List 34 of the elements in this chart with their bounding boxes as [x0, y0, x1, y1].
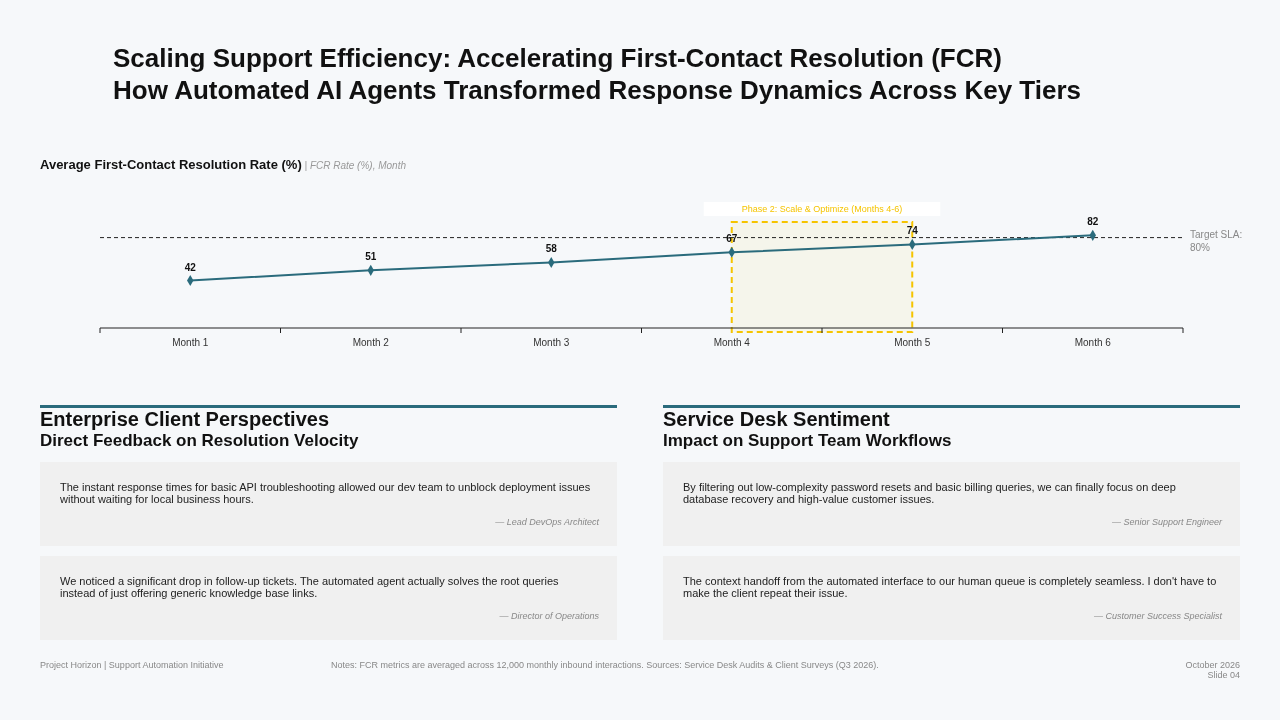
- chart-subtitle: How Automated AI Agents Transformed Response Dynamics Across Key Tiers: [113, 75, 1082, 106]
- x-tick-label: Month 6: [1074, 337, 1112, 348]
- data-label: 58: [545, 243, 558, 255]
- text: | FCR Rate (%), Month: [303, 160, 407, 171]
- text: Slide 04: [1207, 670, 1240, 680]
- text: — Lead DevOps Architect: [495, 517, 599, 527]
- text: — Director of Operations: [499, 611, 599, 621]
- text: Enterprise Client Perspectives: [40, 408, 330, 431]
- text: Notes: FCR metrics are averaged across 12,000 monthly inbound interactions. Sources: Service Desk Audits & Client Surveys (Q3 2026).: [331, 660, 879, 670]
- data-label: 51: [365, 251, 377, 263]
- text: Average First-Contact Resolution Rate (%): [40, 157, 302, 172]
- x-tick-label: Month 1: [172, 337, 209, 348]
- x-tick-label: Month 4: [713, 337, 751, 348]
- text: — Customer Success Specialist: [1093, 611, 1222, 621]
- data-label: 42: [184, 261, 197, 273]
- x-tick-label: Month 5: [894, 337, 931, 348]
- text: Direct Feedback on Resolution Velocity: [40, 431, 359, 451]
- ref-line-label: Target SLA: 80%: [1190, 228, 1243, 253]
- text: Impact on Support Team Workflows: [663, 431, 952, 451]
- text: By filtering out low-complexity password resets and basic billing queries, we can finally focus on deep database recovery and high-value customer issues.: [683, 481, 1177, 505]
- chart-title: Scaling Support Efficiency: Accelerating First-Contact Resolution (FCR): [113, 43, 1002, 74]
- data-label: 74: [906, 225, 919, 237]
- text: The instant response times for basic API troubleshooting allowed our dev team to unblock deployment issues without waiting for local business hours.: [60, 481, 592, 505]
- text: — Senior Support Engineer: [1111, 517, 1222, 527]
- band-label: Phase 2: Scale & Optimize (Months 4-6): [741, 204, 903, 214]
- x-tick-label: Month 3: [533, 337, 570, 348]
- text: The context handoff from the automated interface to our human queue is completely seamless. I don't have to make the client repeat their issue.: [683, 575, 1218, 599]
- text: We noticed a significant drop in follow-up tickets. The automated agent actually solves the root queries instead of just offering generic knowledge base links.: [60, 575, 560, 599]
- data-label: 67: [726, 233, 738, 245]
- text: Service Desk Sentiment: [663, 408, 890, 431]
- x-tick-label: Month 2: [352, 337, 390, 348]
- data-label: 82: [1087, 216, 1099, 228]
- text: Project Horizon | Support Automation Initiative: [40, 660, 224, 670]
- text: October 2026: [1185, 660, 1240, 670]
